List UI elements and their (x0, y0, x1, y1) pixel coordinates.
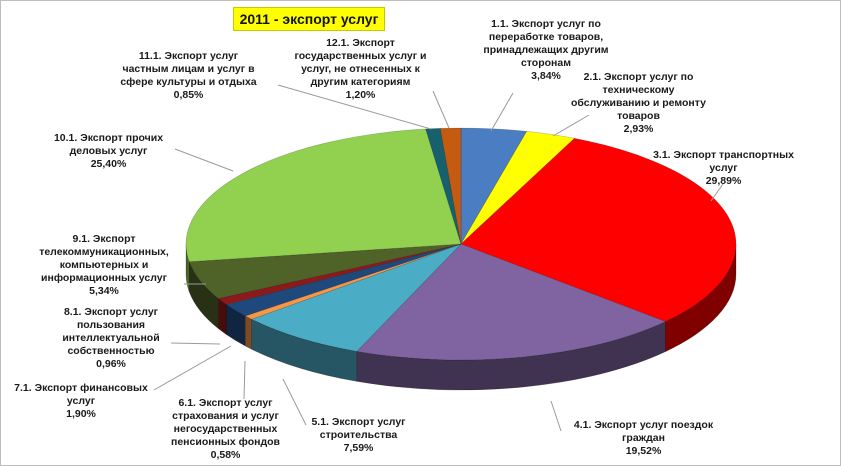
slice-label-line: строительства (319, 429, 398, 441)
pie-slice-11 (425, 128, 462, 245)
leader-line-2 (552, 114, 590, 137)
leader-line-8 (170, 342, 221, 345)
slice-label-line: граждан (622, 432, 665, 444)
pie-slice-12 (439, 127, 462, 245)
slice-label-line: другим категориям (310, 76, 411, 88)
slice-label-line: собственностью (67, 345, 155, 357)
leader-line-5 (282, 378, 307, 426)
leader-line-1 (490, 92, 514, 132)
leader-line-7 (153, 345, 232, 391)
slice-label-line: негосударственных (173, 423, 278, 435)
slice-value: 29,89% (705, 175, 742, 187)
pie-slice-2 (460, 131, 576, 245)
slice-label-2: 2.1. Экспорт услуг по техническому обслужи… (566, 71, 711, 136)
slice-label-7: 7.1. Экспорт финансовых услуг 1,90% (6, 382, 156, 421)
slice-label-9: 9.1. Экспорт телекоммуникационных, компьют… (19, 233, 189, 298)
slice-label-line: техническому (602, 84, 675, 96)
leader-line-6 (243, 360, 246, 400)
slice-label-line: услуг, не отнесенных к (301, 63, 420, 75)
slice-label-line: интеллектуальной (62, 332, 160, 344)
slice-label-line: 10.1. Экспорт прочих (53, 132, 164, 144)
pie-slice-10 (185, 128, 462, 263)
slice-label-line: 2.1. Экспорт услуг по (583, 71, 694, 83)
slice-label-5: 5.1. Экспорт услуг строительства 7,59% (301, 416, 416, 455)
slice-label-line: услуг (66, 395, 96, 407)
slice-label-line: 3.1. Экспорт транспортных (653, 149, 794, 161)
leader-line-4 (550, 400, 562, 432)
slice-value: 1,20% (345, 89, 376, 101)
slice-label-line: 9.1. Экспорт (72, 233, 136, 245)
slice-label-line: 12.1. Экспорт (326, 37, 395, 49)
slice-value: 0,58% (210, 449, 241, 461)
leader-line-10 (174, 148, 234, 172)
slice-label-line: переработке товаров, (488, 31, 604, 43)
leader-line-11 (277, 84, 432, 130)
slice-label-line: государственных услуг и (294, 50, 427, 62)
slice-value: 2,93% (623, 123, 654, 135)
slice-label-line: компьютерных и (59, 259, 149, 271)
slice-label-line: услуг (709, 162, 738, 174)
slice-label-line: 4.1. Экспорт услуг поездок (573, 419, 714, 431)
pie-slice-4 (356, 243, 667, 361)
pie-slice-6 (244, 243, 462, 320)
pie-slice-1 (460, 127, 528, 246)
leader-line-3 (710, 183, 724, 202)
chart-title: 2011 - экспорт услуг (233, 7, 385, 31)
slice-label-line: сфере культуры и отдыха (120, 76, 257, 88)
pie-slice-5 (250, 243, 462, 352)
slice-label-line: информационных услуг (41, 272, 167, 284)
slice-value: 0,85% (173, 89, 204, 101)
slice-label-8: 8.1. Экспорт услуг пользования интеллектуа… (51, 306, 171, 371)
slice-value: 1,90% (66, 408, 96, 420)
slice-label-4: 4.1. Экспорт услуг поездок граждан 19,52% (551, 419, 736, 458)
pie-slice-9 (188, 243, 462, 299)
slice-value: 5,34% (89, 285, 119, 297)
slice-value: 0,96% (96, 358, 126, 370)
slice-label-line: принадлежащих другим (483, 44, 609, 56)
slice-value: 7,59% (343, 442, 374, 454)
slice-label-line: телекоммуникационных, (39, 246, 169, 258)
slice-label-line: 5.1. Экспорт услуг (311, 416, 406, 428)
pie-slice-7 (225, 243, 462, 317)
slice-label-12: 12.1. Экспорт государственных услуг и услу… (283, 37, 438, 102)
slice-label-6: 6.1. Экспорт услуг страхования и услуг нег… (153, 397, 298, 462)
slice-value: 25,40% (90, 158, 127, 170)
slice-label-line: пенсионных фондов (171, 436, 280, 448)
slice-label-1: 1.1. Экспорт услуг по переработке товаров… (471, 18, 621, 83)
slice-label-line: 8.1. Экспорт услуг (63, 306, 159, 318)
slice-label-line: товаров (617, 110, 660, 122)
slice-label-3: 3.1. Экспорт транспортных услуг 29,89% (641, 149, 806, 188)
slice-label-11: 11.1. Экспорт услуг частным лицам и услуг… (101, 50, 276, 102)
slice-value: 19,52% (625, 445, 662, 457)
slice-label-line: деловых услуг (69, 145, 148, 157)
slice-label-line: частным лицам и услуг в (122, 63, 255, 75)
slice-label-line: 7.1. Экспорт финансовых (14, 382, 148, 394)
pie-slice-3 (460, 138, 737, 322)
slice-label-10: 10.1. Экспорт прочих деловых услуг 25,40% (41, 132, 176, 171)
slice-label-line: обслуживанию и ремонту (571, 97, 706, 109)
slice-label-line: страхования и услуг (172, 410, 279, 422)
slice-label-line: 1.1. Экспорт услуг по (491, 18, 601, 30)
pie-slice-8 (217, 243, 462, 305)
leader-line-12 (432, 90, 450, 129)
slice-label-line: сторонам (520, 57, 572, 69)
slice-value: 3,84% (531, 70, 561, 82)
slice-label-line: пользования (76, 319, 146, 331)
slice-label-line: 11.1. Экспорт услуг (138, 50, 239, 62)
pie-slice-side-6 (245, 315, 252, 350)
slice-label-line: 6.1. Экспорт услуг (178, 397, 273, 409)
